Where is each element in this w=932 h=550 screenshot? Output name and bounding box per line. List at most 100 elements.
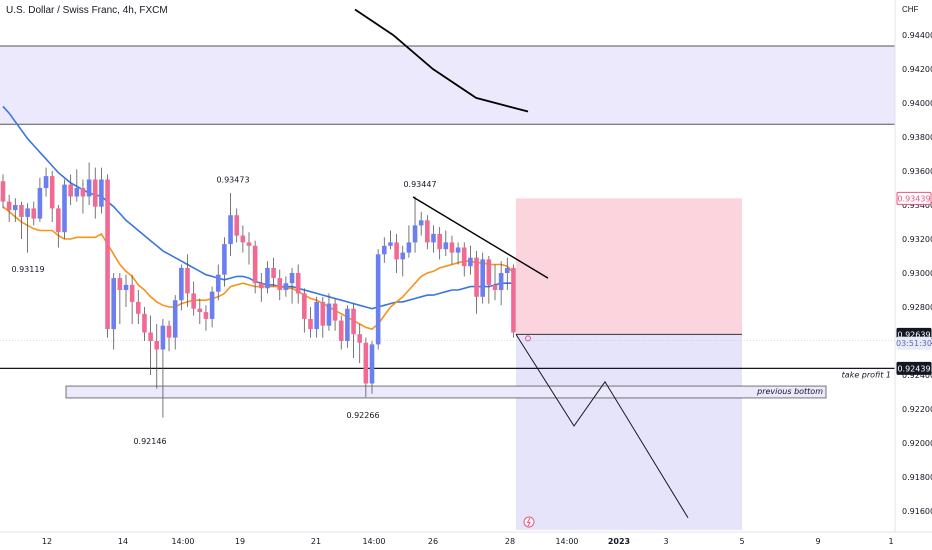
candle-body: [351, 308, 356, 335]
candle-body: [197, 308, 203, 313]
candle-body: [363, 342, 369, 384]
candle-body: [148, 332, 153, 341]
candle-body: [388, 242, 393, 246]
y-tick-label: 0.93600: [902, 167, 932, 176]
candle-body: [80, 188, 86, 197]
candle-body: [105, 179, 110, 330]
candle-body: [179, 267, 184, 301]
price-tag-box: [896, 336, 932, 350]
candle-body: [25, 208, 30, 217]
chart-title: U.S. Dollar / Swiss Franc, 4h, FXCM: [6, 5, 168, 16]
x-tick-label: 14:00: [362, 537, 385, 546]
lightning-bolt-icon: [526, 517, 531, 527]
currency-label: CHF: [902, 5, 919, 14]
candle-body: [308, 318, 313, 330]
x-tick-label: 12: [42, 537, 52, 546]
x-tick-label: 14:00: [171, 537, 194, 546]
candle-body: [129, 284, 135, 302]
y-tick-label: 0.92800: [902, 303, 932, 312]
x-tick-label: 9: [815, 537, 820, 546]
candle-body: [86, 179, 92, 197]
candle-body: [172, 300, 178, 338]
candle-body: [99, 179, 104, 207]
y-tick-label: 0.93400: [902, 201, 932, 210]
candle-body: [209, 291, 215, 319]
price-annotation: 0.93119: [11, 265, 44, 274]
candle-body: [498, 273, 504, 290]
take-profit-label: take profit 1: [842, 370, 891, 379]
candle-body: [185, 267, 190, 294]
candle-body: [117, 278, 123, 290]
candle-body: [277, 278, 283, 290]
candle-body: [191, 293, 196, 309]
candle-body: [222, 244, 227, 275]
candle-body: [166, 325, 172, 338]
candle-body: [271, 267, 276, 279]
x-tick-label: 28: [505, 537, 515, 546]
candle-body: [382, 245, 387, 255]
short-target-zone: [516, 334, 742, 530]
candle-body: [289, 273, 295, 284]
candle-body: [486, 259, 492, 285]
candle-body: [505, 267, 510, 273]
x-tick-label: 19: [235, 537, 245, 546]
candle-body: [345, 308, 350, 341]
candle-body: [6, 201, 12, 211]
candle-body: [375, 254, 381, 345]
y-tick-label: 0.91600: [902, 507, 932, 516]
price-tag-label: 0.92439: [897, 364, 930, 373]
price-annotation: 0.92266: [346, 411, 379, 420]
y-tick-label: 0.92400: [902, 371, 932, 380]
candle-body: [468, 257, 473, 267]
y-tick-label: 0.94400: [902, 31, 932, 40]
candle-body: [92, 179, 98, 207]
candle-body: [252, 245, 258, 284]
candle-body: [154, 341, 160, 350]
candle-body: [74, 188, 80, 197]
projection-path: [515, 334, 689, 519]
descending-trendline: [412, 196, 549, 279]
short-stop-zone: [516, 198, 742, 335]
candle-body: [295, 273, 301, 294]
candle-body: [511, 267, 516, 333]
candle-body: [357, 334, 362, 343]
ema-blue-line: [2, 105, 514, 310]
previous-bottom-label: previous bottom: [756, 387, 823, 396]
candle-body: [320, 301, 326, 326]
candle-body: [431, 233, 436, 243]
candle-body: [234, 215, 239, 236]
candle-body: [480, 259, 485, 297]
candle-body: [394, 242, 399, 260]
x-tick-label: 5: [739, 537, 744, 546]
x-tick-label: 14: [118, 537, 128, 546]
candle-body: [56, 208, 61, 233]
candle-body: [332, 303, 338, 321]
candle-body: [215, 274, 221, 292]
candle-body: [49, 176, 55, 209]
candle-body: [62, 184, 67, 233]
candle-body: [474, 257, 479, 297]
y-tick-label: 0.92000: [902, 439, 932, 448]
entry-marker-icon: [525, 335, 531, 342]
x-tick-label: 1: [888, 537, 893, 546]
price-annotation: 0.93447: [403, 180, 436, 189]
candle-body: [160, 325, 166, 350]
candle-body: [455, 247, 461, 253]
price-annotation: 0.93473: [216, 176, 249, 185]
y-tick-label: 0.93800: [902, 133, 932, 142]
price-tag-box: [896, 191, 932, 205]
candle-body: [425, 220, 430, 243]
candle-body: [437, 233, 442, 250]
ema-orange-line: [2, 206, 515, 330]
candle-body: [111, 278, 116, 330]
x-tick-label: 26: [428, 537, 438, 546]
candle-body: [123, 284, 129, 290]
price-annotation: 0.92146: [133, 437, 166, 446]
x-tick-label: 21: [311, 537, 321, 546]
long-trend-curve: [354, 8, 529, 113]
candle-body: [13, 205, 18, 211]
candle-body: [314, 301, 319, 330]
candle-body: [136, 301, 141, 314]
